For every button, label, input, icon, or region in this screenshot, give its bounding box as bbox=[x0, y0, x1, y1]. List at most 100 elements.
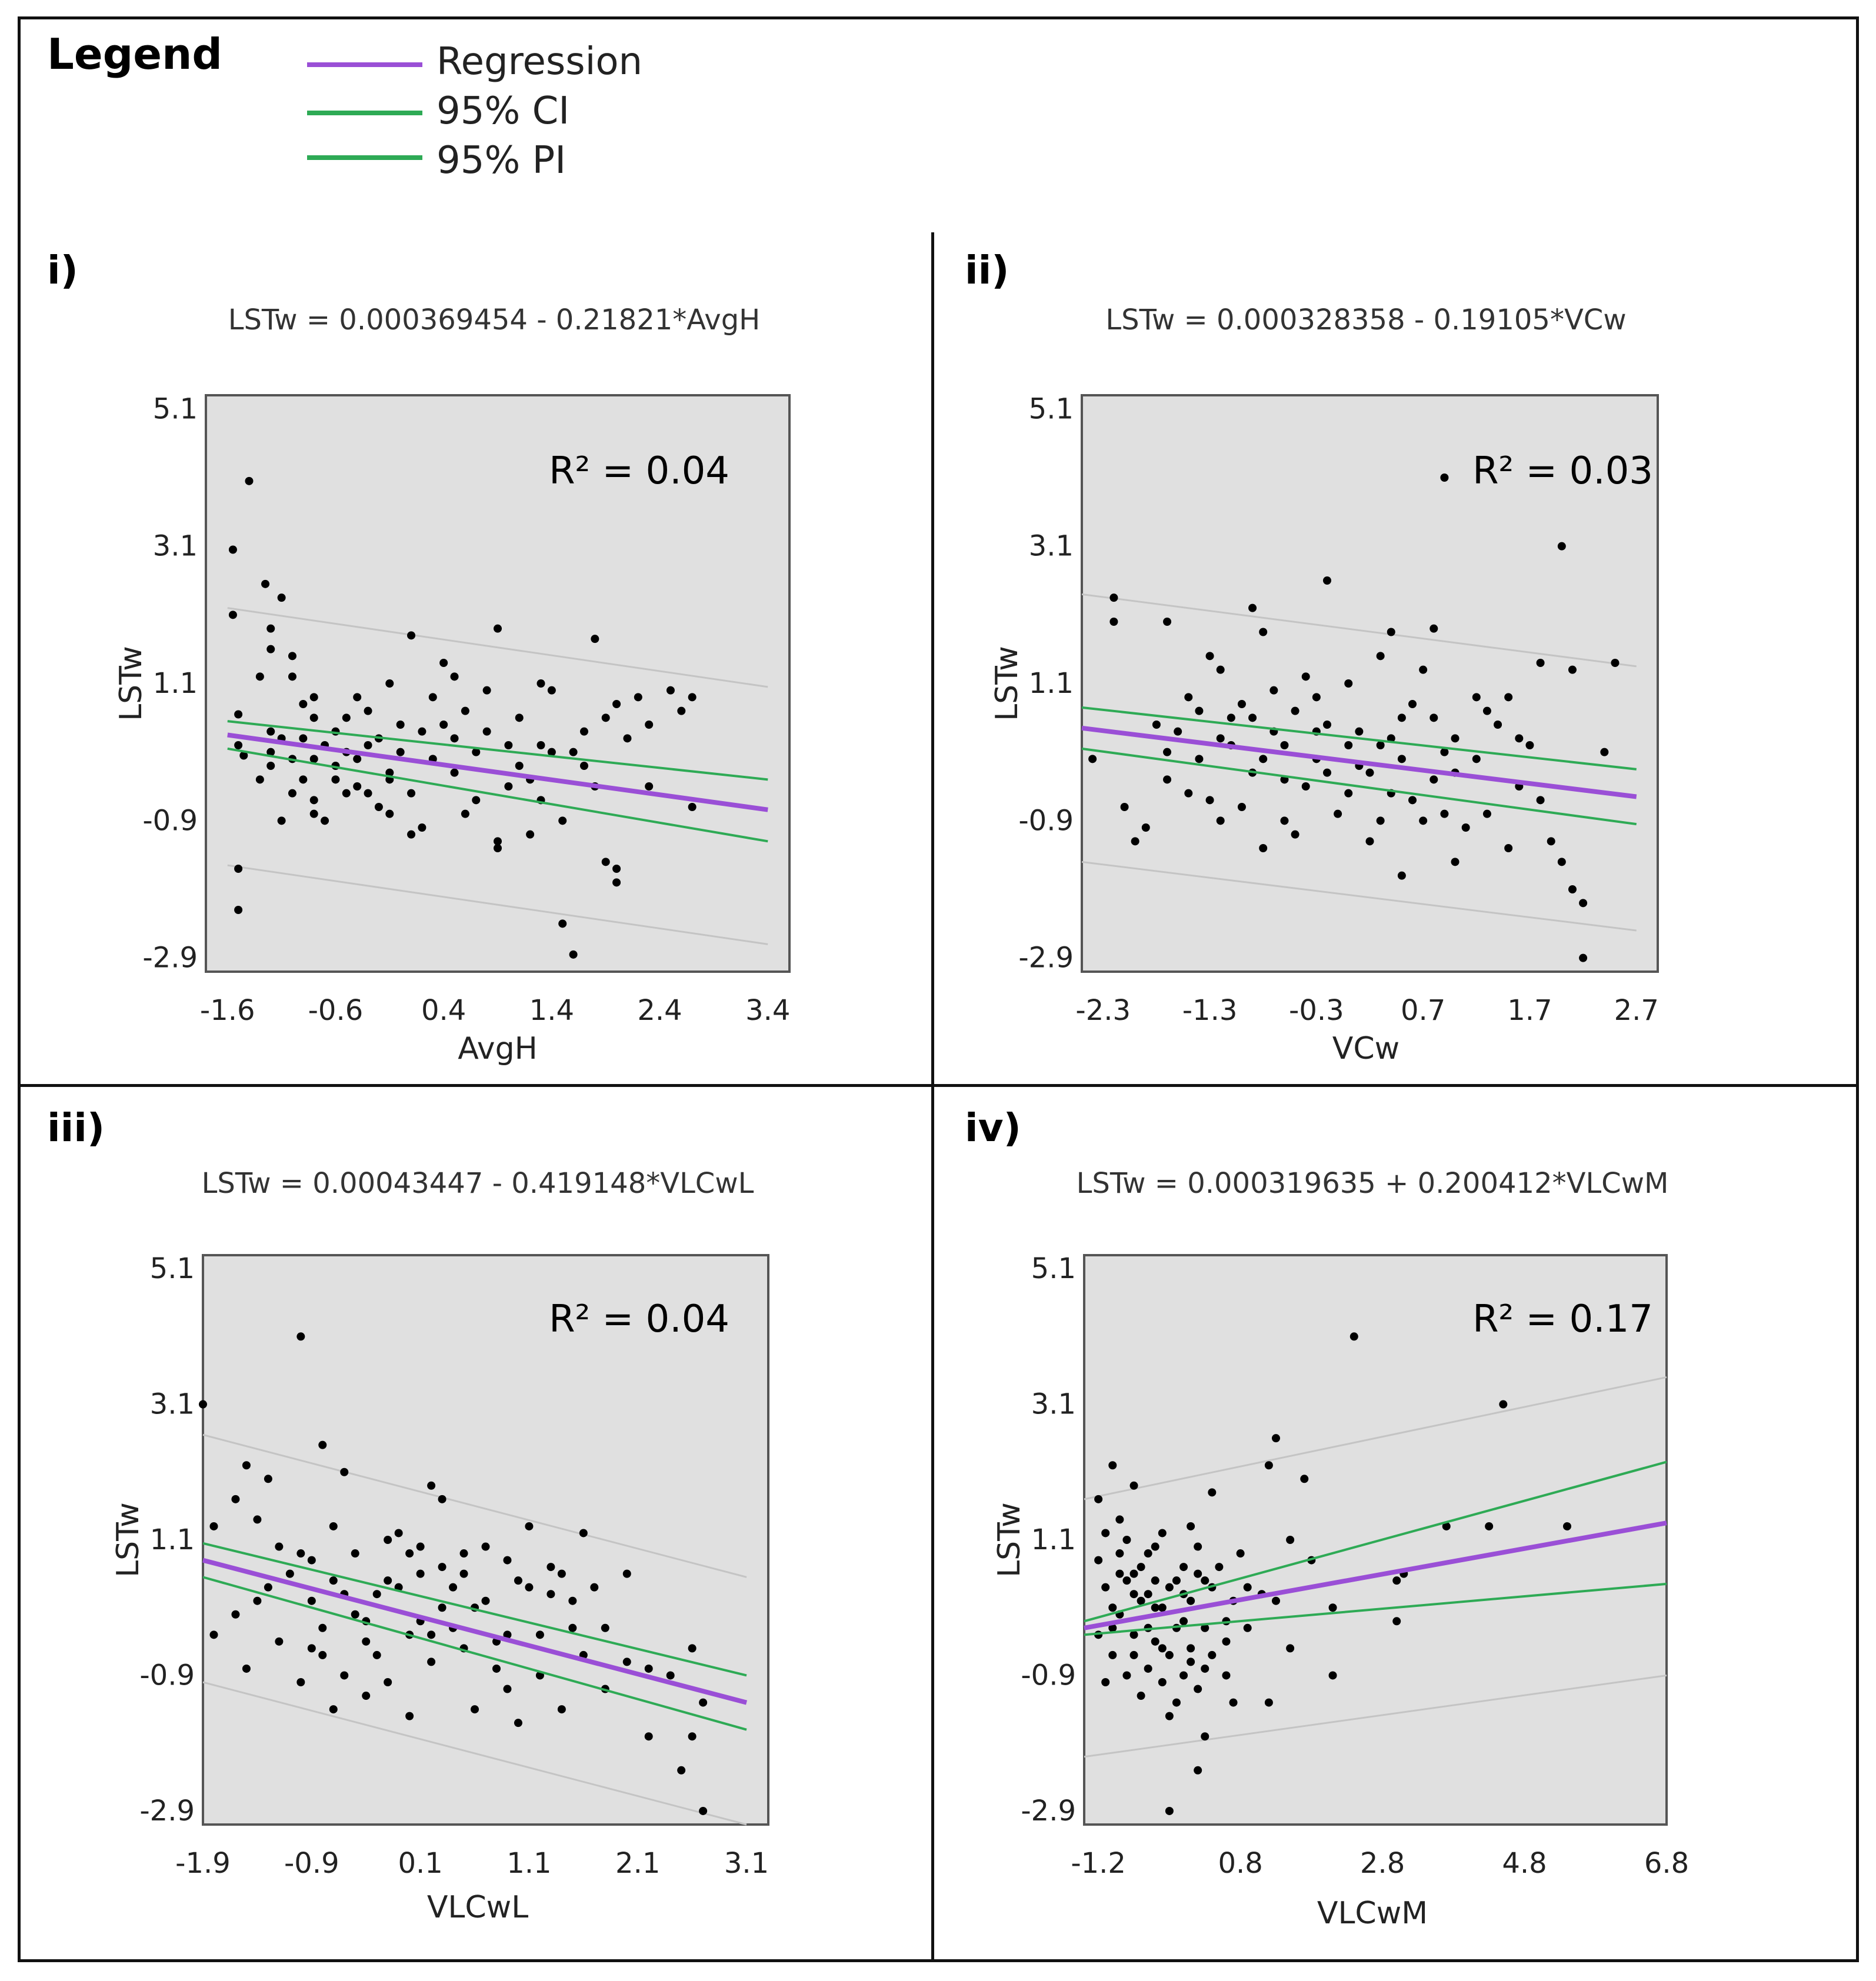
data-point bbox=[1094, 1495, 1103, 1503]
data-point bbox=[547, 1563, 555, 1572]
y-tick-label: 5.1 bbox=[153, 392, 198, 425]
data-point bbox=[601, 713, 610, 722]
data-point bbox=[1611, 659, 1620, 667]
data-point bbox=[1208, 1488, 1217, 1497]
data-point bbox=[1144, 1664, 1152, 1673]
data-point bbox=[1184, 789, 1193, 798]
data-point bbox=[299, 775, 308, 784]
data-point bbox=[645, 721, 654, 729]
data-point bbox=[1237, 700, 1246, 708]
data-point bbox=[1300, 1475, 1309, 1483]
data-point bbox=[492, 1664, 501, 1673]
data-point bbox=[1328, 1671, 1337, 1680]
data-point bbox=[569, 748, 578, 756]
data-point bbox=[481, 1542, 490, 1551]
data-point bbox=[1259, 755, 1268, 763]
data-point bbox=[1259, 844, 1268, 852]
data-point bbox=[450, 734, 459, 743]
data-point bbox=[309, 809, 318, 818]
data-point bbox=[342, 713, 351, 722]
data-point bbox=[1387, 628, 1395, 636]
data-point bbox=[1165, 1650, 1174, 1659]
data-point bbox=[199, 1400, 207, 1409]
x-axis-label: AvgH bbox=[458, 1031, 537, 1066]
data-point bbox=[461, 809, 469, 818]
y-tick-label: -2.9 bbox=[142, 942, 198, 975]
data-point bbox=[1227, 713, 1235, 722]
data-point bbox=[329, 1705, 338, 1714]
x-tick-label: -0.9 bbox=[284, 1847, 339, 1880]
data-point bbox=[372, 1590, 381, 1599]
y-axis-label: LSTw bbox=[992, 1502, 1027, 1578]
data-point bbox=[622, 1657, 631, 1666]
data-point bbox=[351, 1549, 359, 1558]
data-point bbox=[428, 693, 437, 702]
data-point bbox=[503, 1685, 512, 1693]
data-point bbox=[1579, 899, 1588, 908]
data-point bbox=[1355, 727, 1364, 736]
data-point bbox=[329, 1522, 338, 1530]
y-tick-label: 1.1 bbox=[1029, 667, 1074, 700]
data-point bbox=[1201, 1623, 1209, 1632]
data-point bbox=[307, 1644, 316, 1653]
data-point bbox=[1440, 809, 1449, 818]
r-squared-label: R² = 0.03 bbox=[1472, 449, 1653, 493]
pi-upper-line bbox=[1081, 593, 1637, 668]
data-point bbox=[1430, 713, 1438, 722]
data-point bbox=[362, 1637, 371, 1646]
ci-upper-line bbox=[202, 1542, 747, 1677]
data-point bbox=[234, 906, 243, 914]
data-point bbox=[439, 659, 448, 667]
data-point bbox=[547, 1590, 555, 1599]
data-point bbox=[612, 700, 621, 708]
panel-label: ii) bbox=[965, 248, 1009, 293]
data-point bbox=[1151, 1576, 1159, 1585]
data-point bbox=[353, 782, 362, 791]
data-point bbox=[1291, 706, 1299, 715]
data-point bbox=[427, 1630, 436, 1639]
data-point bbox=[364, 789, 372, 798]
data-point bbox=[1120, 803, 1129, 811]
data-point bbox=[623, 734, 632, 743]
data-point bbox=[1365, 768, 1374, 777]
data-point bbox=[228, 611, 237, 619]
data-point bbox=[1440, 473, 1449, 482]
data-point bbox=[1137, 1563, 1145, 1572]
data-point bbox=[644, 1664, 653, 1673]
x-tick-label: 0.8 bbox=[1218, 1847, 1262, 1880]
data-point bbox=[1144, 1590, 1152, 1599]
data-point bbox=[1201, 1576, 1209, 1585]
data-point bbox=[1158, 1529, 1167, 1538]
data-point bbox=[438, 1495, 446, 1503]
chart-panel-4: iv) LSTw = 0.000319635 + 0.200412*VLCwM 5.… bbox=[965, 1105, 1689, 1931]
data-point bbox=[1286, 1536, 1295, 1544]
data-point bbox=[329, 1576, 338, 1585]
data-point bbox=[482, 686, 491, 695]
data-point bbox=[1179, 1563, 1188, 1572]
data-point bbox=[1165, 1712, 1174, 1720]
data-point bbox=[514, 1719, 522, 1727]
data-point bbox=[1216, 734, 1225, 743]
data-point bbox=[1222, 1637, 1231, 1646]
data-point bbox=[307, 1556, 316, 1565]
data-point bbox=[1600, 748, 1609, 756]
data-point bbox=[1187, 1522, 1195, 1530]
data-point bbox=[1557, 542, 1566, 551]
data-point bbox=[264, 1583, 272, 1592]
data-point bbox=[1322, 576, 1331, 585]
data-point bbox=[1264, 1698, 1273, 1707]
data-point bbox=[1201, 1732, 1209, 1741]
data-point bbox=[288, 652, 296, 661]
pi-upper-line bbox=[202, 1433, 747, 1578]
data-point bbox=[666, 1671, 675, 1680]
data-point bbox=[1137, 1596, 1145, 1605]
data-point bbox=[1499, 1400, 1508, 1409]
data-point bbox=[1216, 665, 1225, 674]
data-point bbox=[1101, 1678, 1110, 1686]
regression-line bbox=[202, 1558, 748, 1705]
data-point bbox=[1568, 665, 1577, 674]
pi-lower-line bbox=[202, 1681, 747, 1826]
x-tick-label: 3.1 bbox=[724, 1847, 769, 1880]
y-axis-label: LSTw bbox=[114, 646, 149, 721]
data-point bbox=[234, 741, 243, 749]
